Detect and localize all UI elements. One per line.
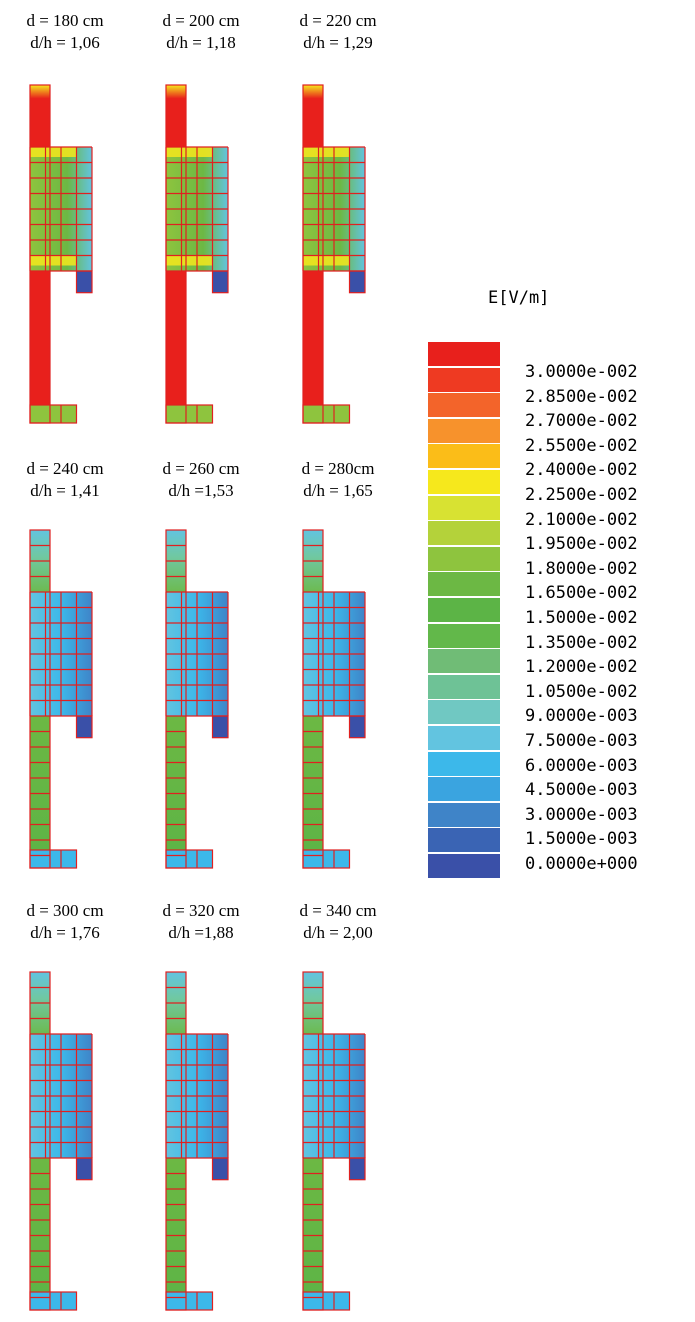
distance-label: d = 280cm bbox=[301, 459, 375, 478]
legend-swatch bbox=[428, 521, 500, 547]
ratio-label: d/h = 1,06 bbox=[30, 33, 100, 52]
legend-swatch bbox=[428, 854, 500, 879]
legend-label: 4.5000e-003 bbox=[525, 780, 638, 801]
mesh-grid bbox=[302, 529, 366, 869]
distance-label: d = 220 cm bbox=[299, 11, 377, 30]
legend-swatch bbox=[428, 649, 500, 675]
ratio-label: d/h = 1,29 bbox=[303, 33, 373, 52]
legend-label: 2.7000e-002 bbox=[525, 411, 638, 432]
legend-swatch bbox=[428, 470, 500, 495]
ratio-label: d/h = 1,18 bbox=[166, 33, 236, 52]
panel-caption: d = 200 cm d/h = 1,18 bbox=[146, 10, 256, 54]
distance-label: d = 260 cm bbox=[162, 459, 240, 478]
panel-caption: d = 280cm d/h = 1,65 bbox=[283, 458, 393, 502]
legend-swatch bbox=[428, 572, 500, 598]
legend-label: 9.0000e-003 bbox=[525, 706, 638, 727]
mesh-grid bbox=[29, 529, 93, 869]
mesh-grid bbox=[302, 971, 366, 1311]
legend-label: 1.5000e-003 bbox=[525, 829, 638, 850]
legend-label: 2.5500e-002 bbox=[525, 435, 638, 456]
distance-label: d = 340 cm bbox=[299, 901, 377, 920]
legend-swatch bbox=[428, 418, 500, 444]
panel-caption: d = 340 cm d/h = 2,00 bbox=[283, 900, 393, 944]
mesh-grid bbox=[29, 971, 93, 1311]
ratio-label: d/h = 1,76 bbox=[30, 923, 100, 942]
panel-caption: d = 300 cm d/h = 1,76 bbox=[10, 900, 120, 944]
ratio-label: d/h = 2,00 bbox=[303, 923, 373, 942]
legend-swatch bbox=[428, 828, 500, 854]
mesh-grid bbox=[165, 971, 229, 1311]
legend-label: 2.4000e-002 bbox=[525, 460, 638, 481]
panel-caption: d = 220 cm d/h = 1,29 bbox=[283, 10, 393, 54]
distance-label: d = 180 cm bbox=[26, 11, 104, 30]
structure-field-map bbox=[29, 84, 93, 424]
structure-field-map bbox=[29, 971, 93, 1311]
legend-label: 3.0000e-003 bbox=[525, 804, 638, 825]
structure-field-map bbox=[29, 529, 93, 869]
panel-caption: d = 320 cm d/h =1,88 bbox=[146, 900, 256, 944]
structure-field-map bbox=[165, 971, 229, 1311]
structure-field-map bbox=[302, 971, 366, 1311]
legend-label: 2.8500e-002 bbox=[525, 386, 638, 407]
ratio-label: d/h = 1,41 bbox=[30, 481, 100, 500]
structure-field-map bbox=[302, 84, 366, 424]
legend-label: 2.1000e-002 bbox=[525, 509, 638, 530]
legend-swatch bbox=[428, 751, 500, 777]
legend-label: 6.0000e-003 bbox=[525, 755, 638, 776]
ratio-label: d/h = 1,65 bbox=[303, 481, 373, 500]
legend-swatch bbox=[428, 802, 500, 828]
legend-label: 1.5000e-002 bbox=[525, 608, 638, 628]
legend-swatch bbox=[428, 342, 500, 367]
distance-label: d = 320 cm bbox=[162, 901, 240, 920]
ratio-label: d/h =1,88 bbox=[168, 923, 234, 942]
structure-field-map bbox=[302, 529, 366, 869]
legend-swatch bbox=[428, 495, 500, 521]
distance-label: d = 300 cm bbox=[26, 901, 104, 920]
legend-title: E[V/m] bbox=[488, 288, 550, 308]
mesh-grid bbox=[165, 529, 229, 869]
structure-field-map bbox=[165, 84, 229, 424]
legend-label: 7.5000e-003 bbox=[525, 731, 638, 751]
legend-swatch bbox=[428, 623, 500, 649]
legend-label: 0.0000e+000 bbox=[525, 854, 638, 874]
legend-swatch bbox=[428, 367, 500, 393]
panel-caption: d = 260 cm d/h =1,53 bbox=[146, 458, 256, 502]
legend-swatch bbox=[428, 700, 500, 726]
legend-swatch bbox=[428, 444, 500, 470]
legend-label: 2.2500e-002 bbox=[525, 485, 638, 505]
legend-swatch bbox=[428, 777, 500, 803]
legend-label: 1.2000e-002 bbox=[525, 657, 638, 678]
legend-label: 1.6500e-002 bbox=[525, 583, 638, 604]
legend-label: 3.0000e-002 bbox=[525, 362, 638, 382]
legend-label: 1.9500e-002 bbox=[525, 534, 638, 555]
mesh-grid bbox=[165, 84, 229, 424]
legend-label: 1.8000e-002 bbox=[525, 558, 638, 579]
mesh-grid bbox=[302, 84, 366, 424]
legend-swatch bbox=[428, 674, 500, 700]
mesh-grid bbox=[29, 84, 93, 424]
legend-swatch bbox=[428, 546, 500, 572]
legend-swatch bbox=[428, 598, 500, 623]
ratio-label: d/h =1,53 bbox=[168, 481, 234, 500]
legend-swatch bbox=[428, 393, 500, 419]
legend-label: 1.3500e-002 bbox=[525, 632, 638, 653]
panel-caption: d = 180 cm d/h = 1,06 bbox=[10, 10, 120, 54]
panel-caption: d = 240 cm d/h = 1,41 bbox=[10, 458, 120, 502]
distance-label: d = 240 cm bbox=[26, 459, 104, 478]
distance-label: d = 200 cm bbox=[162, 11, 240, 30]
structure-field-map bbox=[165, 529, 229, 869]
legend-swatch bbox=[428, 726, 500, 751]
legend-label: 1.0500e-002 bbox=[525, 681, 638, 702]
